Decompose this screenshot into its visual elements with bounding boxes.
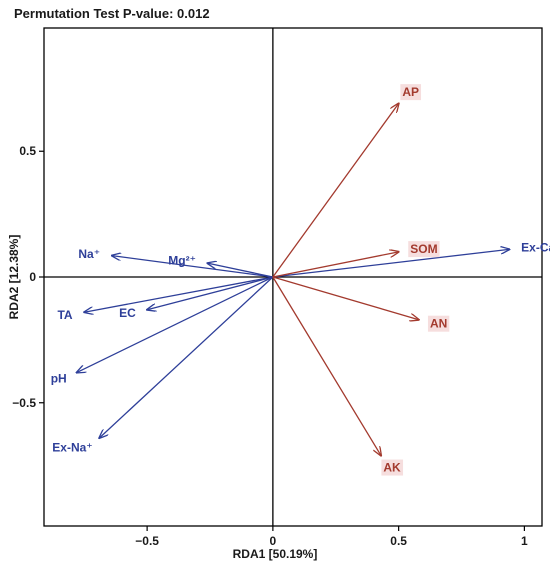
x-tick-label: −0.5 <box>135 534 159 548</box>
y-tick-label: 0.5 <box>19 144 36 158</box>
y-tick-label: 0 <box>29 270 36 284</box>
vector-arrow-ec <box>147 276 274 310</box>
vector-arrow-ta <box>84 276 273 312</box>
y-axis-title: RDA2 [12.38%] <box>7 235 21 320</box>
vector-arrow-ex-na <box>99 276 274 438</box>
vector-label-ec: EC <box>119 306 136 320</box>
vector-label-mg: Mg²⁺ <box>168 253 196 267</box>
vector-arrow-ph <box>77 276 274 373</box>
vector-arrow-ap <box>272 103 399 278</box>
vector-label-som: SOM <box>410 242 437 256</box>
axis-ticks: −0.5 0 0.5 1 −0.5 0 0.5 <box>12 144 528 548</box>
vector-label-background <box>427 315 450 332</box>
vector-label-background <box>400 84 422 101</box>
reference-lines <box>44 28 542 526</box>
vector-arrow-som <box>272 252 399 278</box>
vector-arrow-mg <box>207 263 274 278</box>
vector-label-ph: pH <box>51 372 67 386</box>
vector-label-ap: AP <box>402 85 419 99</box>
y-tick-label: −0.5 <box>12 396 36 410</box>
x-tick-label: 0.5 <box>390 534 407 548</box>
vector-label-ex-ca: Ex-Ca²⁺ <box>521 241 550 255</box>
vector-label-ak: AK <box>383 461 401 475</box>
x-tick-label: 0 <box>270 534 277 548</box>
vector-arrow-an <box>272 276 419 320</box>
vector-label-an: AN <box>430 317 447 331</box>
chart-title: Permutation Test P-value: 0.012 <box>14 6 210 21</box>
vector-arrow-ak <box>272 276 381 456</box>
vector-arrow-ex-ca <box>272 249 509 278</box>
x-axis-title: RDA1 [50.19%] <box>233 547 318 561</box>
vector-label-background <box>381 459 404 476</box>
vector-label-ex-na: Ex-Na⁺ <box>52 440 92 454</box>
vectors: Na⁺ Mg²⁺ TA EC pH Ex-Na⁺ Ex-Ca²⁺ AP SOM AN AK <box>51 84 550 476</box>
x-tick-label: 1 <box>521 534 528 548</box>
vector-label-background <box>408 241 440 258</box>
vector-label-ta: TA <box>57 308 72 322</box>
vector-label-na: Na⁺ <box>78 247 100 261</box>
vector-arrow-na <box>112 256 273 278</box>
